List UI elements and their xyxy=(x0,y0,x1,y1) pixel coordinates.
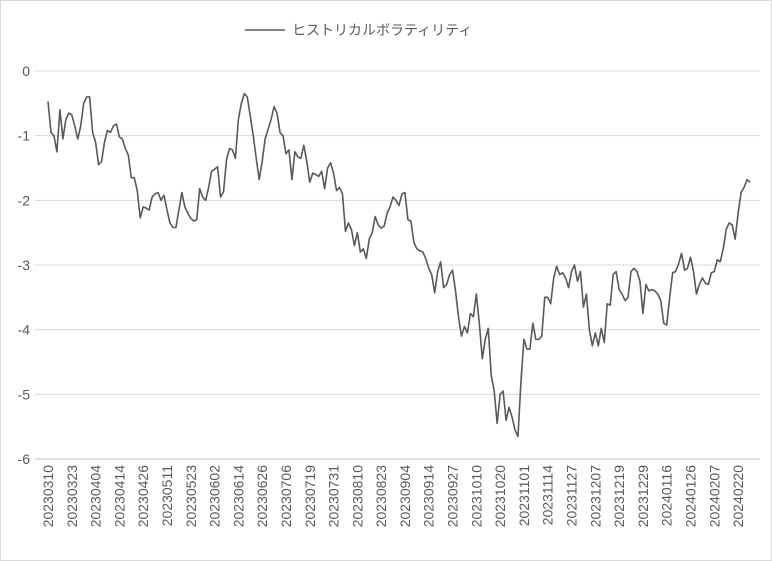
x-tick-label: 20231207 xyxy=(587,465,603,528)
legend-label: ヒストリカルボラティリティ xyxy=(292,22,472,38)
x-tick-label: 20230914 xyxy=(421,465,437,528)
x-tick-label: 20230614 xyxy=(230,465,246,528)
y-tick-label: -6 xyxy=(18,451,31,467)
x-tick-label: 20230414 xyxy=(111,465,127,528)
x-tick-label: 20230823 xyxy=(373,465,389,528)
y-tick-label: -5 xyxy=(18,386,31,402)
x-tick-label: 20231010 xyxy=(468,465,484,528)
x-tick-label: 20231114 xyxy=(540,465,556,525)
x-tick-label: 20230323 xyxy=(64,465,80,528)
series-line xyxy=(47,92,751,438)
x-tick-label: 20240126 xyxy=(683,465,699,528)
x-tick-label: 20230719 xyxy=(302,465,318,528)
y-tick-label: -4 xyxy=(18,322,31,338)
x-tick-label: 20231101 xyxy=(516,465,532,526)
x-tick-label: 20230626 xyxy=(254,465,270,528)
x-tick-label: 20230602 xyxy=(207,465,223,528)
y-tick-label: -2 xyxy=(18,192,31,208)
x-tick-label: 20240116 xyxy=(659,465,675,526)
y-tick-label: 0 xyxy=(22,63,30,79)
x-tick-label: 20231219 xyxy=(611,465,627,528)
y-tick-label: -1 xyxy=(18,128,31,144)
y-tick-label: -3 xyxy=(18,257,31,273)
x-tick-label: 20230904 xyxy=(397,465,413,528)
x-tick-label: 20240220 xyxy=(730,465,746,528)
x-tick-label: 20230404 xyxy=(88,465,104,528)
x-tick-label: 20230927 xyxy=(445,465,461,528)
x-tick-label: 20230706 xyxy=(278,465,294,528)
x-tick-label: 20230426 xyxy=(135,465,151,528)
x-tick-label: 20230310 xyxy=(40,465,56,528)
x-tick-label: 20230523 xyxy=(183,465,199,528)
x-tick-label: 20230810 xyxy=(349,465,365,528)
x-tick-label: 20231127 xyxy=(564,465,580,526)
x-tick-label: 20230511 xyxy=(159,465,175,526)
x-tick-label: 20240207 xyxy=(706,465,722,528)
x-tick-label: 20230731 xyxy=(326,465,342,528)
x-tick-label: 20231020 xyxy=(492,465,508,528)
x-tick-label: 20231229 xyxy=(635,465,651,528)
